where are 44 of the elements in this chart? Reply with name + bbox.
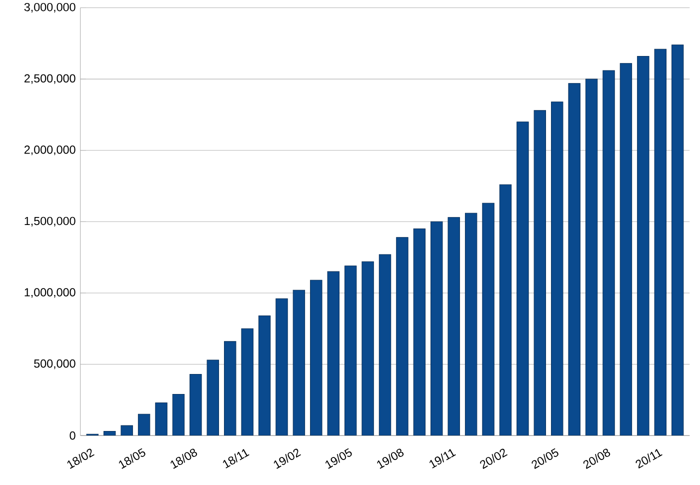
y-tick-label: 2,000,000 [24, 146, 76, 156]
bar [310, 280, 322, 436]
x-tick-label: 20/11 [636, 449, 662, 469]
bar [120, 425, 133, 436]
x-tick-label: 19/11 [429, 449, 456, 468]
bar [155, 402, 168, 436]
bar [671, 44, 684, 436]
y-tick-label: 500,000 [34, 360, 76, 370]
y-tick-label: 1,500,000 [24, 216, 76, 227]
bar [637, 56, 650, 436]
bar [258, 316, 271, 436]
bar [172, 394, 185, 436]
bar [534, 110, 546, 436]
bar [362, 261, 374, 436]
bar [190, 374, 202, 436]
bar [568, 83, 580, 436]
bar [396, 237, 408, 436]
bar [276, 298, 288, 436]
bar [551, 102, 564, 436]
bar [104, 431, 116, 436]
bar [654, 48, 666, 436]
bar [602, 70, 615, 436]
bar [482, 202, 494, 436]
bar [344, 266, 357, 436]
y-tick-label: 2,500,000 [24, 74, 76, 84]
bar [448, 217, 460, 436]
bar [499, 184, 512, 436]
bar [378, 254, 392, 436]
bar [138, 414, 150, 436]
bar [292, 290, 306, 436]
bar [327, 271, 340, 436]
y-tick-label: 1,000,000 [24, 288, 76, 298]
bar [224, 341, 236, 436]
bar [464, 212, 478, 436]
bar [516, 122, 529, 436]
bar [585, 78, 598, 436]
x-tick-label: 18/11 [222, 449, 250, 468]
bar [413, 228, 426, 436]
bar [620, 63, 632, 436]
y-tick-label: 3,000,000 [24, 3, 76, 13]
bar [430, 222, 443, 436]
bar [241, 328, 254, 436]
y-tick-label: 0 [70, 432, 76, 440]
bar [206, 360, 219, 436]
